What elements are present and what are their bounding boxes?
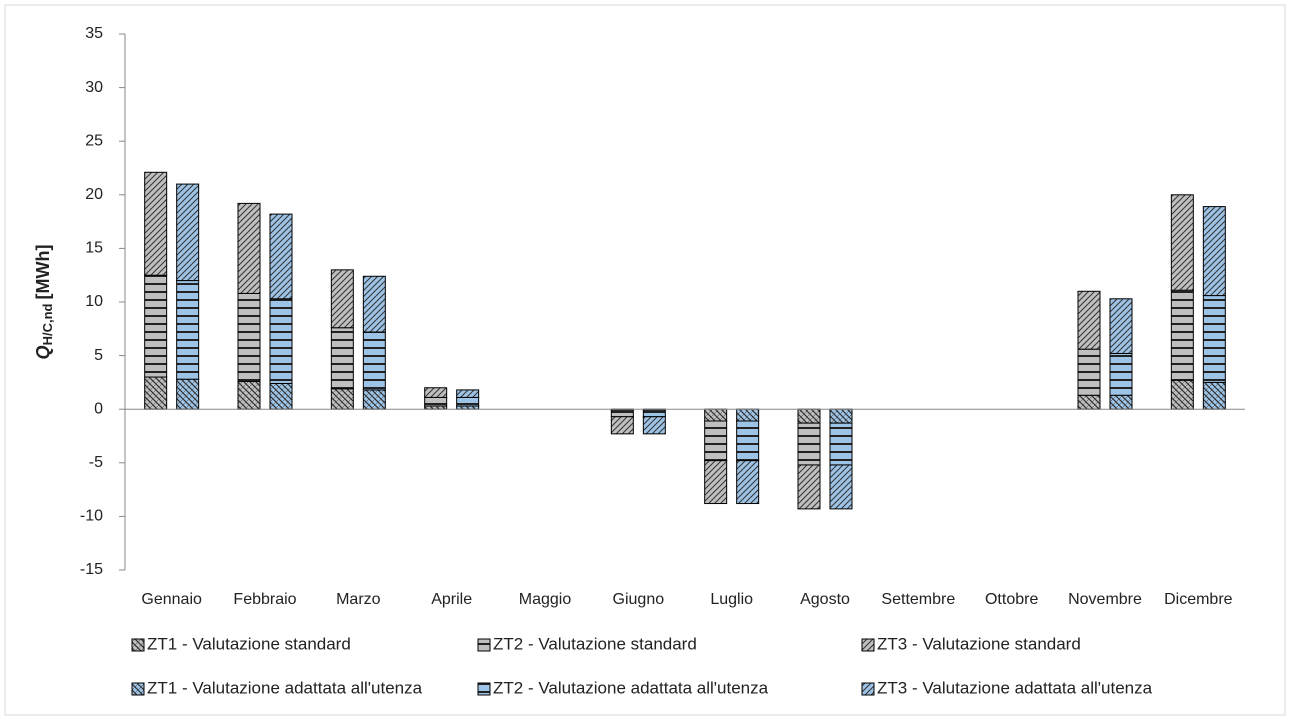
legend-swatch	[477, 638, 491, 652]
bar	[237, 202, 261, 294]
bar	[269, 298, 293, 384]
legend-swatch	[477, 682, 491, 696]
x-tick-label: Febbraio	[233, 591, 296, 608]
legend-label: ZT3 - Valutazione adattata all'utenza	[877, 678, 1153, 697]
y-label-symbol: Q	[33, 345, 53, 359]
bar	[704, 420, 728, 462]
x-tick-label: Aprile	[431, 591, 472, 608]
bar	[610, 416, 634, 435]
y-tick-label: 10	[85, 293, 103, 310]
bar	[1170, 289, 1194, 381]
bar	[829, 408, 853, 424]
bar	[736, 420, 760, 462]
bar	[1109, 298, 1133, 354]
bar	[362, 389, 386, 410]
bar	[237, 292, 261, 382]
bar	[176, 183, 200, 282]
bar	[362, 275, 386, 333]
y-axis-label: QH/C,nd [MWh]	[33, 245, 56, 360]
x-tick-label: Agosto	[800, 591, 850, 608]
legend-label: ZT3 - Valutazione standard	[877, 634, 1081, 653]
legend-label: ZT2 - Valutazione adattata all'utenza	[493, 678, 769, 697]
legend-swatch	[861, 638, 875, 652]
legend-swatch	[131, 682, 145, 696]
x-tick-label: Maggio	[519, 591, 572, 608]
bar	[642, 416, 666, 435]
bar	[362, 331, 386, 391]
y-tick-label: 35	[85, 25, 103, 42]
y-tick-label: 30	[85, 79, 103, 96]
legend-label: ZT1 - Valutazione adattata all'utenza	[147, 678, 423, 697]
bar	[829, 464, 853, 510]
bar	[704, 408, 728, 422]
bar	[456, 389, 480, 398]
y-tick-label: 0	[94, 400, 103, 417]
bar	[797, 408, 821, 424]
y-tick-label: -10	[80, 508, 103, 525]
y-tick-label: -15	[80, 561, 103, 578]
bar	[269, 213, 293, 300]
x-tick-label: Settembre	[881, 591, 955, 608]
bar	[797, 464, 821, 510]
bar	[704, 460, 728, 505]
x-tick-label: Luglio	[710, 591, 753, 608]
bar	[269, 382, 293, 410]
bar	[176, 378, 200, 410]
bar	[1202, 206, 1226, 297]
bar	[1109, 394, 1133, 410]
bar	[610, 409, 634, 418]
bar	[176, 280, 200, 380]
x-tick-label: Ottobre	[985, 591, 1038, 608]
y-tick-label: 5	[94, 347, 103, 364]
bar	[144, 376, 168, 410]
bar	[1077, 394, 1101, 410]
bar	[736, 460, 760, 505]
bar	[1077, 290, 1101, 350]
legend-swatch	[861, 682, 875, 696]
bar	[424, 396, 448, 407]
bar	[736, 408, 760, 422]
bar	[1170, 379, 1194, 410]
y-tick-label: 20	[85, 186, 103, 203]
legend-label: ZT2 - Valutazione standard	[493, 634, 697, 653]
x-tick-label: Novembre	[1068, 591, 1142, 608]
bar	[330, 388, 354, 410]
legend-swatch	[131, 638, 145, 652]
bar	[1109, 352, 1133, 396]
y-tick-label: -5	[89, 454, 103, 471]
x-tick-label: Gennaio	[141, 591, 202, 608]
chart-frame	[4, 4, 1286, 716]
bar	[1202, 381, 1226, 410]
bar	[144, 171, 168, 276]
y-label-unit: [MWh]	[33, 245, 53, 300]
y-tick-label: 25	[85, 132, 103, 149]
bar	[1170, 194, 1194, 291]
bar	[424, 387, 448, 398]
bar	[237, 380, 261, 410]
bar	[829, 422, 853, 466]
bar	[1202, 295, 1226, 383]
y-tick-label: 15	[85, 240, 103, 257]
bar	[144, 274, 168, 378]
bar	[330, 327, 354, 390]
x-tick-label: Marzo	[336, 591, 381, 608]
x-tick-label: Dicembre	[1164, 591, 1233, 608]
bar	[456, 396, 480, 407]
legend-label: ZT1 - Valutazione standard	[147, 634, 351, 653]
bar	[1077, 348, 1101, 396]
bar	[642, 409, 666, 418]
bar	[330, 269, 354, 329]
y-label-subscript: H/C,nd	[40, 303, 55, 345]
bar	[797, 422, 821, 466]
x-tick-label: Giugno	[613, 591, 665, 608]
